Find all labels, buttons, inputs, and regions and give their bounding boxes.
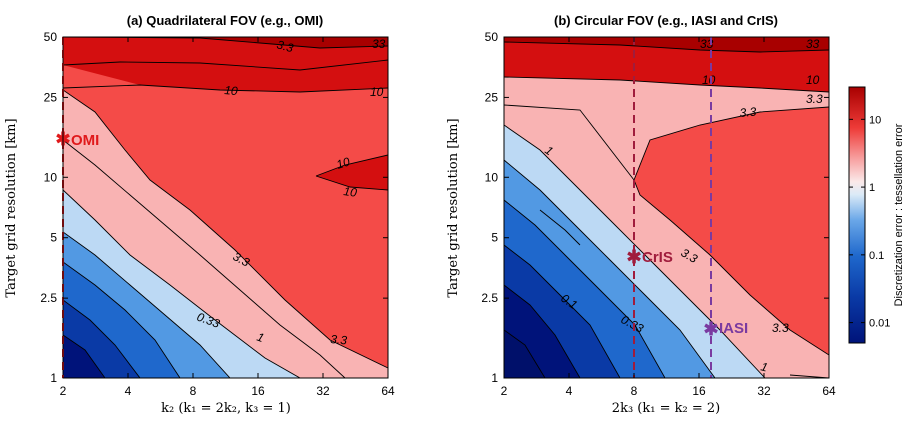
contour-line [63,59,388,71]
contour-line [315,154,388,177]
contour-label: 1 [759,359,769,374]
x-tick-label: 2 [60,384,67,398]
panel-b-contour-fills [504,37,829,378]
contour-line [63,334,106,378]
contour-line [504,244,621,378]
contour-label: 3.3 [806,92,823,106]
x-tick-label: 32 [757,384,771,398]
contour-line [504,199,666,378]
iasi-label: IASI [719,320,748,337]
colorbar-tick-label: 0.01 [869,318,890,330]
contour-line [315,175,388,191]
panel-b: (b) Circular FOV (e.g., IASI and CrIS) 0… [446,13,836,416]
contour-line [63,89,388,369]
contour-band [63,37,388,48]
contour-label: 10 [335,154,352,172]
contour-label: 10 [702,73,716,87]
y-tick-label: 1 [491,371,498,385]
contour-line [633,106,829,181]
contour-label: 10 [370,85,384,99]
contour-line [63,84,388,93]
contour-line [63,37,388,49]
x-tick-label: 16 [251,384,265,398]
contour-line [63,299,141,378]
contour-band [504,37,829,52]
y-tick-label: 25 [44,90,58,104]
contour-label: 3.3 [275,37,295,55]
panel-b-frame [503,36,830,379]
panel-b-contour-lines [504,41,829,378]
contour-label: 10 [806,73,820,87]
x-tick-label: 32 [316,384,330,398]
colorbar-tick-label: 0.1 [869,250,884,262]
contour-label: 33 [372,37,386,51]
contour-line [63,139,346,378]
y-tick-label: 2.5 [40,291,57,305]
contour-band [504,330,545,378]
contour-band [316,155,388,190]
contour-label: 3.3 [330,332,348,347]
colorbar-ticks: 10 1 0.1 0.01 [849,114,890,330]
colorbar-gradient [848,86,866,344]
contour-band [63,60,388,368]
panel-b-ylabel: Target grid resolution [km] [446,118,461,297]
colorbar-tick-label: 1 [869,182,875,194]
contour-band [634,107,829,355]
contour-line [504,284,581,378]
colorbar-label: Discretization error : tessellation erro… [893,123,905,306]
panel-a-ylabel: Target grid resolution [km] [4,118,19,297]
contour-line [63,231,231,378]
x-tick-label: 64 [381,384,395,398]
contour-line [63,261,181,378]
panel-b-xlabel: 2k₃ (k₁ = k₂ = 2) [612,401,720,416]
contour-label: 3.3 [739,105,757,120]
y-tick-label: 1 [50,371,57,385]
cris-label: CrIS [642,249,673,266]
contour-line [504,329,546,378]
x-tick-label: 4 [125,384,132,398]
iasi-marker-icon: ✱ [703,319,718,339]
x-tick-label: 64 [822,384,836,398]
contour-band [63,335,105,378]
y-tick-label: 2.5 [481,291,498,305]
colorbar: 10 1 0.1 0.01 Discretization error : tessel… [848,86,905,344]
cris-marker-icon: ✱ [626,247,641,267]
x-tick-label: 16 [692,384,706,398]
y-tick-label: 50 [44,30,58,44]
contour-line [63,189,301,378]
panel-b-ticks: 2 4 8 16 32 64 1 2.5 5 10 25 50 [481,30,836,398]
x-tick-label: 8 [190,384,197,398]
contour-label: 1 [255,330,266,345]
contour-line [539,209,581,246]
x-tick-label: 4 [566,384,573,398]
panel-b-title: (b) Circular FOV (e.g., IASI and CrIS) [554,13,778,28]
panel-a-contour-lines [63,37,388,378]
y-tick-label: 10 [44,170,58,184]
panel-a: (a) Quadrilateral FOV (e.g., OMI) 0.33 1… [4,13,395,416]
panel-a-title: (a) Quadrilateral FOV (e.g., OMI) [127,13,323,28]
contour-line [504,76,829,93]
y-tick-label: 10 [485,170,499,184]
x-tick-label: 8 [631,384,638,398]
colorbar-tick-label: 10 [869,114,881,126]
y-tick-label: 5 [50,231,57,245]
contour-line [633,179,829,356]
contour-label: 10 [343,184,358,200]
panel-a-frame [62,36,389,379]
contour-line [504,159,716,378]
contour-line [504,104,635,181]
contour-label: 33 [806,37,820,51]
contour-line [504,41,829,53]
contour-label: 3.3 [772,321,789,335]
contour-label: 10 [224,83,239,98]
x-tick-label: 2 [501,384,508,398]
contour-line [504,124,766,378]
y-tick-label: 50 [485,30,499,44]
y-tick-label: 5 [491,231,498,245]
panel-a-xlabel: k₂ (k₁ = 2k₂, k₃ = 1) [161,401,291,416]
panel-a-ticks: 2 4 8 16 32 64 1 2.5 5 10 25 50 [40,30,395,398]
y-tick-label: 25 [485,90,499,104]
omi-label: OMI [71,132,99,149]
